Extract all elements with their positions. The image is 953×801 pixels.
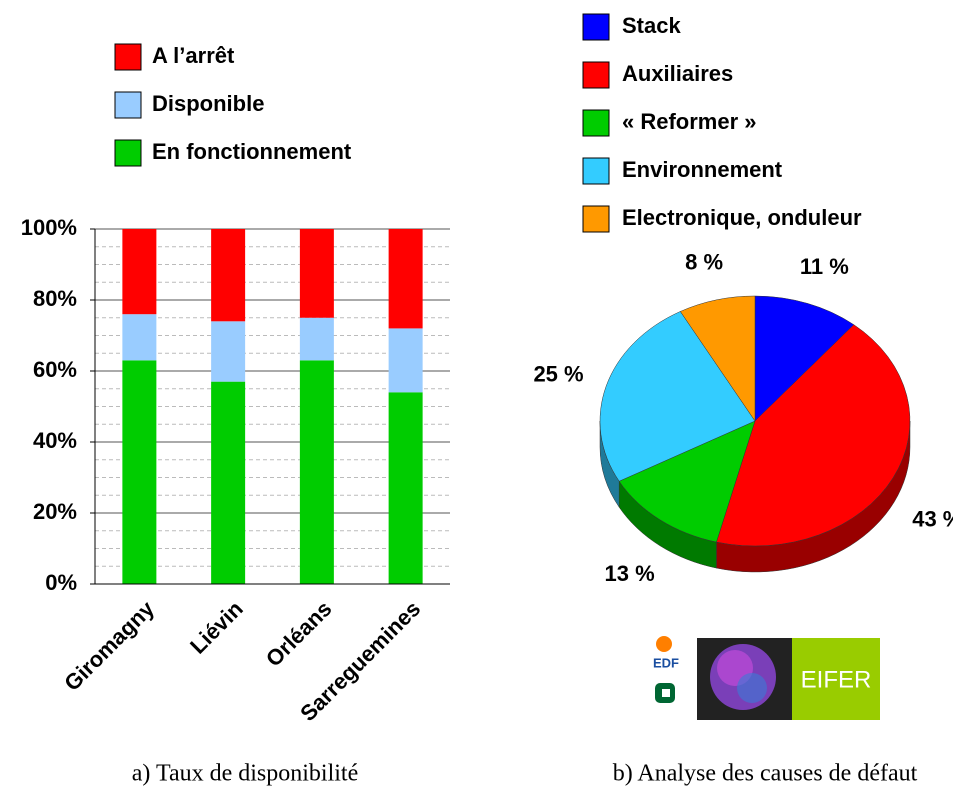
legend-label: Electronique, onduleur xyxy=(622,205,862,230)
legend-label: Stack xyxy=(622,13,681,38)
legend-swatch xyxy=(582,13,610,41)
legend-label: Disponible xyxy=(152,91,264,116)
bar-segment xyxy=(299,317,334,361)
legend-label: « Reformer » xyxy=(622,109,757,134)
pie-slice xyxy=(599,311,756,482)
caption: b) Analyse des causes de défaut xyxy=(613,761,918,787)
legend-swatch xyxy=(582,157,610,185)
edf-logo-mark xyxy=(656,636,672,652)
logos: EDF EIFER xyxy=(653,636,880,720)
legend-label: Environnement xyxy=(622,157,783,182)
bar-segment xyxy=(211,321,246,382)
legend-swatch xyxy=(582,61,610,89)
x-tick-label: Giromagny xyxy=(59,595,159,695)
bar-segment xyxy=(122,360,157,584)
x-tick-label: Orléans xyxy=(261,596,337,672)
y-tick-label: 100% xyxy=(21,215,77,240)
bar-segment xyxy=(388,328,423,393)
legend-label: A l’arrêt xyxy=(152,43,235,68)
pie-value-label: 8 % xyxy=(685,249,723,274)
bar-segment xyxy=(299,360,334,584)
bar-segment xyxy=(122,314,157,361)
pie-slice xyxy=(618,420,756,543)
pie-slice xyxy=(754,295,855,422)
logo-mark-inner xyxy=(662,689,670,697)
x-tick-label: Liévin xyxy=(185,596,248,659)
legend-swatch xyxy=(114,91,142,119)
pie-value-label: 11 % xyxy=(800,254,849,279)
y-tick-label: 0% xyxy=(45,570,77,595)
pie-slice xyxy=(716,324,911,547)
pie-value-label: 43 % xyxy=(912,507,953,532)
legend-label: En fonctionnement xyxy=(152,139,352,164)
pie-value-label: 25 % xyxy=(533,361,583,386)
pie-value-label: 13 % xyxy=(605,561,655,586)
bar-segment xyxy=(299,229,334,318)
eifer-box xyxy=(792,638,880,720)
legend-swatch xyxy=(114,43,142,71)
edf-logo-text: EDF xyxy=(653,655,679,670)
bar-segment xyxy=(122,229,157,315)
globe-highlight xyxy=(737,673,767,703)
y-tick-label: 80% xyxy=(33,286,77,311)
y-tick-label: 20% xyxy=(33,499,77,524)
bar-segment xyxy=(388,392,423,584)
legend-swatch xyxy=(582,205,610,233)
legend-swatch xyxy=(114,139,142,167)
y-tick-label: 60% xyxy=(33,357,77,382)
eifer-logo-text: EIFER xyxy=(801,666,872,693)
bar-segment xyxy=(388,229,423,329)
bar-segment xyxy=(211,229,246,322)
legend-label: Auxiliaires xyxy=(622,61,733,86)
y-tick-label: 40% xyxy=(33,428,77,453)
pie-slice xyxy=(679,295,756,422)
caption: a) Taux de disponibilité xyxy=(132,761,359,787)
legend-swatch xyxy=(582,109,610,137)
bar-segment xyxy=(211,381,246,584)
